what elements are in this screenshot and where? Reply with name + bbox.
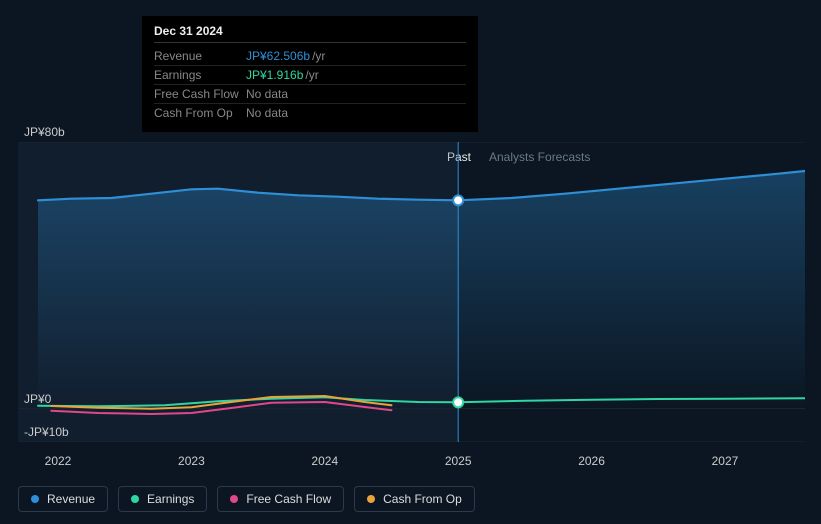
tooltip-row-label: Cash From Op — [154, 106, 246, 120]
earnings-revenue-chart: Dec 31 2024 RevenueJP¥62.506b/yrEarnings… — [0, 0, 821, 524]
tooltip-row-unit: /yr — [305, 68, 318, 82]
x-axis-label: 2022 — [45, 454, 72, 468]
tooltip-row-unit: /yr — [312, 49, 325, 63]
tooltip-row-label: Free Cash Flow — [154, 87, 246, 101]
legend-dot-icon — [31, 495, 39, 503]
plot-area[interactable] — [18, 142, 805, 442]
tooltip-row: EarningsJP¥1.916b/yr — [154, 66, 466, 85]
tooltip-row-value: JP¥1.916b — [246, 68, 303, 82]
tooltip-row-value: No data — [246, 87, 288, 101]
tooltip-row: Free Cash FlowNo data — [154, 85, 466, 104]
tooltip-row: Cash From OpNo data — [154, 104, 466, 122]
legend-dot-icon — [367, 495, 375, 503]
x-axis-label: 2027 — [712, 454, 739, 468]
tooltip-row-value: JP¥62.506b — [246, 49, 310, 63]
legend-dot-icon — [230, 495, 238, 503]
x-axis-label: 2024 — [311, 454, 338, 468]
legend-item[interactable]: Earnings — [118, 486, 207, 512]
chart-legend: Revenue Earnings Free Cash Flow Cash From O… — [18, 486, 475, 512]
tooltip-row-value: No data — [246, 106, 288, 120]
tooltip-date: Dec 31 2024 — [154, 24, 466, 43]
legend-label: Revenue — [47, 492, 95, 506]
tooltip-row-label: Earnings — [154, 68, 246, 82]
tooltip-row: RevenueJP¥62.506b/yr — [154, 47, 466, 66]
legend-label: Cash From Op — [383, 492, 462, 506]
y-axis-label: JP¥80b — [24, 125, 65, 139]
legend-item[interactable]: Free Cash Flow — [217, 486, 344, 512]
x-axis-label: 2025 — [445, 454, 472, 468]
legend-item[interactable]: Cash From Op — [354, 486, 475, 512]
x-axis-label: 2023 — [178, 454, 205, 468]
y-axis-label: JP¥0 — [24, 392, 51, 406]
y-axis-label: -JP¥10b — [24, 425, 69, 439]
tooltip-row-label: Revenue — [154, 49, 246, 63]
chart-tooltip: Dec 31 2024 RevenueJP¥62.506b/yrEarnings… — [142, 16, 478, 132]
legend-label: Earnings — [147, 492, 194, 506]
legend-item[interactable]: Revenue — [18, 486, 108, 512]
legend-dot-icon — [131, 495, 139, 503]
x-axis-label: 2026 — [578, 454, 605, 468]
legend-label: Free Cash Flow — [246, 492, 331, 506]
